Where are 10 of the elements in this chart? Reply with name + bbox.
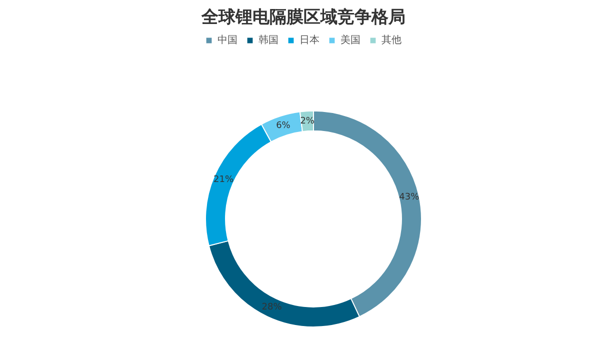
chart-title: 全球锂电隔膜区域竞争格局 [200, 8, 406, 26]
data-label: 6% [276, 121, 291, 132]
legend-label: 韩国 [258, 34, 278, 47]
legend-label: 其他 [382, 34, 402, 47]
legend-label: 日本 [300, 34, 320, 47]
data-label: 43% [399, 192, 420, 203]
legend-label: 中国 [218, 34, 238, 47]
data-label: 21% [214, 175, 234, 186]
data-label: 28% [262, 302, 282, 312]
legend-label: 美国 [340, 34, 360, 47]
